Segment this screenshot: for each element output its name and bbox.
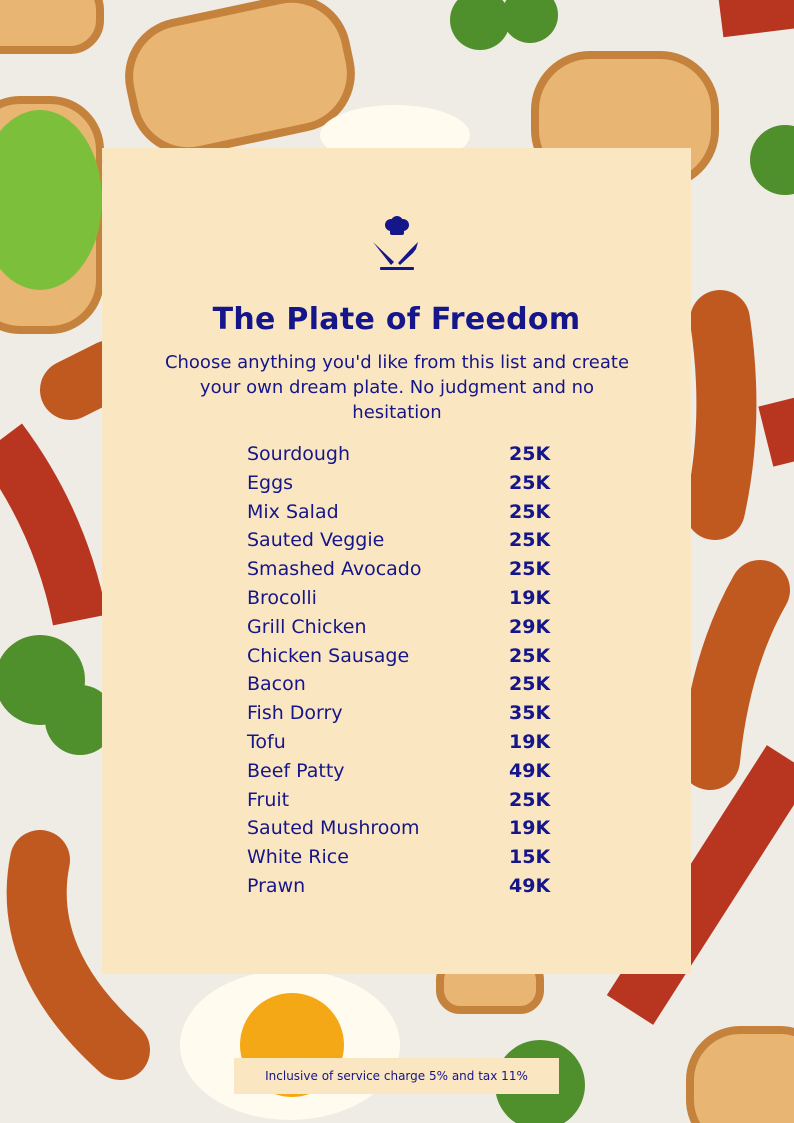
subtitle: Choose anything you'd like from this lis… — [164, 352, 630, 423]
menu-item: White Rice 15K — [247, 843, 567, 872]
item-price: 19K — [509, 586, 551, 609]
item-price: 15K — [509, 846, 551, 869]
menu-item: Chicken Sausage 25K — [247, 642, 567, 671]
item-price: 25K — [509, 500, 551, 523]
item-name: Sauted Mushroom — [247, 817, 420, 840]
menu-item: Eggs 25K — [247, 469, 567, 498]
item-name: Fish Dorry — [247, 702, 343, 725]
menu-item: Tofu 19K — [247, 728, 567, 757]
item-name: Sauted Veggie — [247, 529, 385, 552]
menu-item: Fruit 25K — [247, 786, 567, 815]
menu-item: Sauted Veggie 25K — [247, 526, 567, 555]
item-name: White Rice — [247, 846, 349, 869]
item-name: Fruit — [247, 788, 290, 811]
item-name: Sourdough — [247, 443, 351, 465]
menu-item: Grill Chicken 29K — [247, 613, 567, 642]
item-name: Tofu — [247, 730, 286, 753]
item-price: 25K — [509, 443, 551, 465]
menu-item: Beef Patty 49K — [247, 757, 567, 786]
item-name: Grill Chicken — [247, 615, 367, 638]
item-price: 25K — [509, 558, 551, 581]
item-price: 19K — [509, 817, 551, 840]
menu-item: Mix Salad 25K — [247, 498, 567, 527]
item-name: Chicken Sausage — [247, 644, 410, 667]
item-name: Mix Salad — [247, 500, 339, 523]
menu-item: Brocolli 19K — [247, 584, 567, 613]
menu-item: Smashed Avocado 25K — [247, 555, 567, 584]
item-price: 25K — [509, 471, 551, 494]
item-name: Prawn — [247, 874, 306, 897]
menu-item: Fish Dorry 35K — [247, 699, 567, 728]
menu-item: Prawn 49K — [247, 872, 567, 901]
menu-card — [102, 148, 691, 974]
item-name: Smashed Avocado — [247, 558, 422, 581]
item-price: 49K — [509, 759, 551, 782]
menu-item: Bacon 25K — [247, 670, 567, 699]
menu-item: Sauted Mushroom 19K — [247, 814, 567, 843]
item-price: 25K — [509, 788, 551, 811]
title: The Plate of Freedom — [212, 302, 581, 337]
menu-list: Sourdough 25K Eggs 25K Mix Salad 25K Sauted Ve… — [247, 440, 567, 901]
item-name: Bacon — [247, 673, 306, 696]
item-price: 35K — [509, 702, 551, 725]
item-price: 29K — [509, 615, 551, 638]
item-price: 25K — [509, 529, 551, 552]
item-price: 25K — [509, 673, 551, 696]
item-name: Brocolli — [247, 586, 317, 609]
footer-note: Inclusive of service charge 5% and tax 1… — [234, 1058, 559, 1094]
item-price: 19K — [509, 730, 551, 753]
item-price: 25K — [509, 644, 551, 667]
chef-icon — [373, 216, 418, 270]
item-name: Beef Patty — [247, 759, 345, 782]
item-price: 49K — [509, 874, 551, 897]
item-name: Eggs — [247, 471, 294, 494]
menu-item: Sourdough 25K — [247, 440, 567, 469]
